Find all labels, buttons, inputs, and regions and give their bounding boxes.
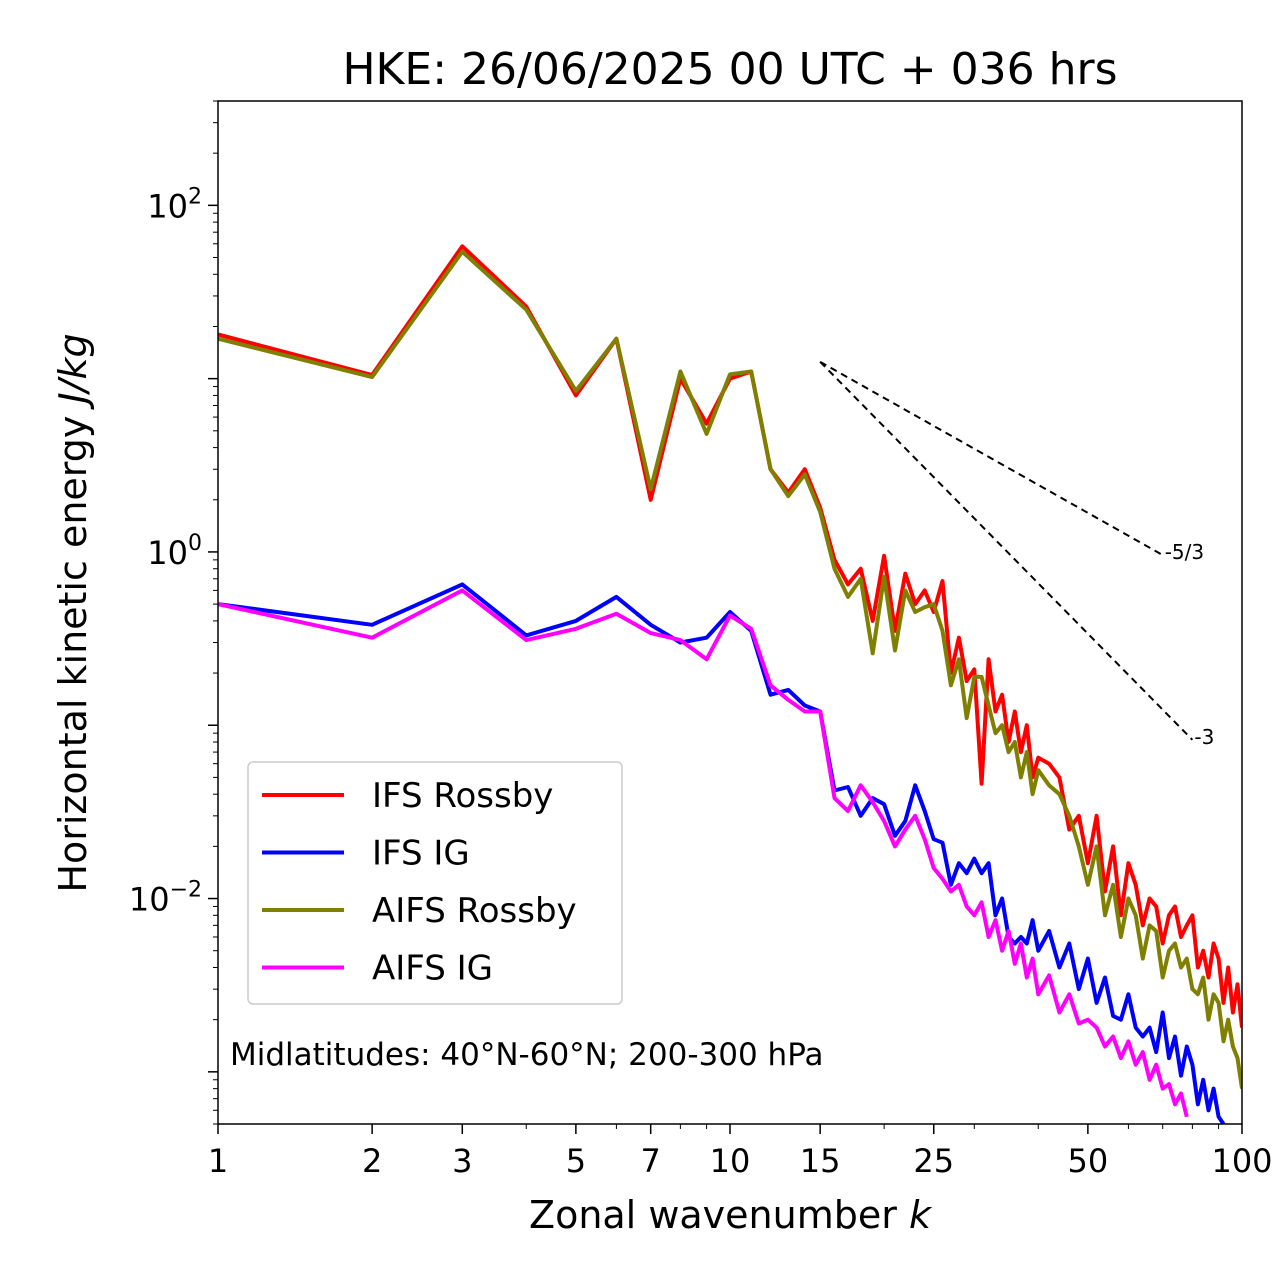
- reference-lines: [819, 360, 1194, 741]
- x-tick-label: 7: [641, 1142, 661, 1180]
- x-tick-label: 15: [800, 1142, 841, 1180]
- x-axis: 1 2 3 5 7 10 15 25 50 100: [208, 1124, 1273, 1180]
- x-tick-label: 1: [208, 1142, 228, 1180]
- region-annotation: Midlatitudes: 40°N-60°N; 200-300 hPa: [230, 1037, 824, 1073]
- chart-title: HKE: 26/06/2025 00 UTC + 036 hrs: [342, 44, 1117, 95]
- reference-line-label-1: -5/3: [1165, 540, 1204, 564]
- y-tick-label: 10−2: [129, 878, 202, 919]
- reference-line-slope-2: [819, 361, 1194, 741]
- legend-entry-label: IFS IG: [372, 834, 470, 874]
- x-tick-label: 5: [566, 1142, 586, 1180]
- x-tick-label: 3: [452, 1142, 472, 1180]
- y-tick-label: 102: [147, 184, 202, 225]
- series-line-aifs-ig: [218, 588, 1189, 1118]
- x-tick-label: 2: [362, 1142, 382, 1180]
- legend-entry-label: AIFS IG: [372, 949, 493, 989]
- x-tick-label: 25: [913, 1142, 954, 1180]
- y-axis: 102 100 10−2: [129, 100, 218, 1125]
- x-tick-label: 100: [1211, 1142, 1272, 1180]
- x-tick-label: 10: [710, 1142, 751, 1180]
- legend-entry-label: AIFS Rossby: [372, 891, 577, 931]
- y-axis-label: Horizontal kinetic energy J/kg: [51, 333, 95, 892]
- series-line-aifs-rossby: [218, 249, 1242, 1089]
- x-axis-label: Zonal wavenumber k: [529, 1193, 933, 1237]
- y-tick-label: 100: [147, 531, 202, 572]
- legend: IFS Rossby IFS IG AIFS Rossby AIFS IG: [247, 761, 623, 1005]
- x-tick-label: 50: [1068, 1142, 1109, 1180]
- series-layer: [218, 244, 1242, 1124]
- reference-line-slope-1: [819, 360, 1164, 556]
- legend-box: [247, 761, 623, 1005]
- legend-entry-label: IFS Rossby: [372, 776, 553, 816]
- reference-line-label-2: -3: [1194, 725, 1214, 749]
